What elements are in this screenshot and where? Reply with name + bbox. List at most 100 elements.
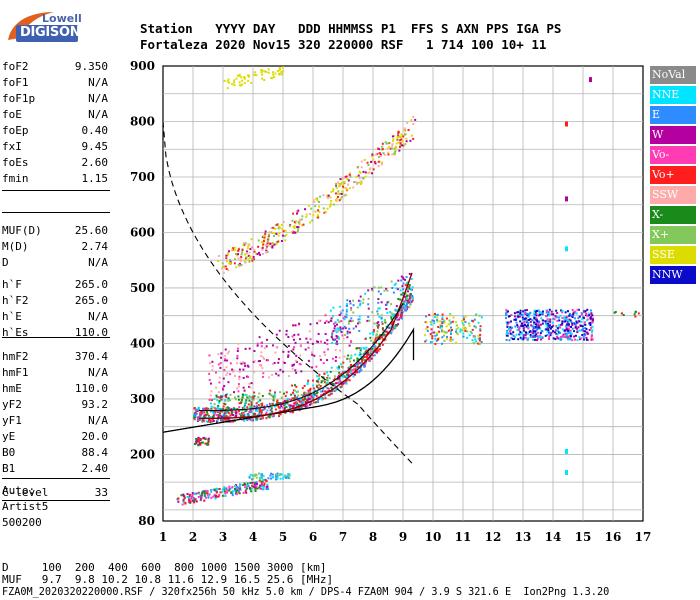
echo-point <box>551 325 554 328</box>
echo-point <box>579 337 582 340</box>
echo-point <box>213 493 216 496</box>
echo-point <box>524 309 527 312</box>
echo-point <box>552 317 555 320</box>
echo-point <box>550 313 553 316</box>
echo-point <box>531 338 534 341</box>
echo-point <box>462 323 465 326</box>
echo-point <box>408 306 411 309</box>
echo-point <box>356 166 359 169</box>
echo-point <box>267 487 270 490</box>
echo-point <box>380 316 383 319</box>
echo-point <box>383 318 386 321</box>
echo-point <box>240 264 243 267</box>
echo-point <box>317 375 320 378</box>
echo-point <box>391 320 394 323</box>
echo-point <box>261 415 264 418</box>
echo-point <box>533 314 536 317</box>
echo-point <box>519 320 522 323</box>
echo-point <box>589 324 592 327</box>
echo-point <box>333 384 336 387</box>
echo-point <box>215 394 218 397</box>
echo-point <box>382 152 385 155</box>
echo-point <box>346 330 349 333</box>
echo-point <box>346 375 349 378</box>
echo-point <box>240 76 243 79</box>
echo-point <box>397 298 400 301</box>
echo-point <box>272 476 275 479</box>
echo-point <box>547 329 550 332</box>
echo-point <box>354 353 357 356</box>
echo-point <box>216 418 219 421</box>
x-tick-label: 6 <box>309 530 317 544</box>
echo-point <box>220 352 223 355</box>
param-row: foF1p N/A <box>2 92 108 106</box>
echo-point <box>400 138 403 141</box>
y-tick-label: 200 <box>130 447 155 461</box>
echo-point <box>586 339 589 342</box>
echo-point <box>278 402 281 405</box>
echo-point <box>345 316 348 319</box>
echo-point <box>334 359 337 362</box>
echo-point <box>391 326 394 329</box>
echo-point <box>251 258 254 261</box>
echo-point <box>551 321 554 324</box>
echo-point <box>279 402 282 405</box>
echo-point <box>196 420 199 423</box>
echo-point <box>555 326 558 329</box>
echo-point <box>335 356 338 359</box>
echo-point <box>217 353 220 356</box>
echo-point <box>364 359 367 362</box>
echo-point <box>226 260 229 263</box>
echo-point <box>359 303 362 306</box>
echo-point <box>581 328 584 331</box>
echo-point <box>326 343 329 346</box>
echo-point <box>546 319 549 322</box>
echo-point <box>275 372 278 375</box>
echo-point <box>529 330 532 333</box>
echo-point <box>346 188 349 191</box>
echo-point <box>362 364 365 367</box>
echo-point <box>293 225 296 228</box>
echo-point <box>325 383 328 386</box>
echo-point <box>339 310 342 313</box>
param-name: B0 <box>2 446 16 459</box>
echo-point <box>261 480 264 483</box>
echo-point <box>188 501 191 504</box>
echo-point <box>183 496 186 499</box>
echo-point <box>181 503 184 506</box>
echo-point <box>555 335 558 338</box>
echo-point <box>248 399 251 402</box>
echo-point <box>547 311 550 314</box>
echo-point <box>263 79 266 82</box>
echo-point <box>198 414 201 417</box>
echo-point <box>285 329 288 332</box>
echo-point <box>207 416 210 419</box>
echo-point <box>359 353 362 356</box>
echo-point <box>402 291 405 294</box>
echo-point <box>280 239 283 242</box>
param-value: 2.40 <box>81 462 109 475</box>
echo-point <box>238 368 241 371</box>
echo-point <box>571 309 574 312</box>
echo-point <box>326 374 329 377</box>
echo-point <box>215 386 218 389</box>
echo-point <box>399 298 402 301</box>
echo-point <box>240 255 243 258</box>
echo-point <box>343 355 346 358</box>
echo-point <box>204 490 207 493</box>
echo-point <box>393 153 396 156</box>
echo-point <box>574 323 577 326</box>
muf-curve <box>162 121 413 464</box>
echo-point <box>278 415 281 418</box>
echo-point <box>244 261 247 264</box>
param-row: h`F2 265.0 <box>2 294 108 308</box>
echo-point <box>256 482 259 485</box>
echo-point <box>378 315 381 318</box>
echo-point <box>292 324 295 327</box>
echo-point <box>527 321 530 324</box>
echo-point <box>225 374 228 377</box>
echo-point <box>353 368 356 371</box>
echo-point <box>237 263 240 266</box>
echo-point <box>368 359 371 362</box>
echo-point <box>236 347 239 350</box>
